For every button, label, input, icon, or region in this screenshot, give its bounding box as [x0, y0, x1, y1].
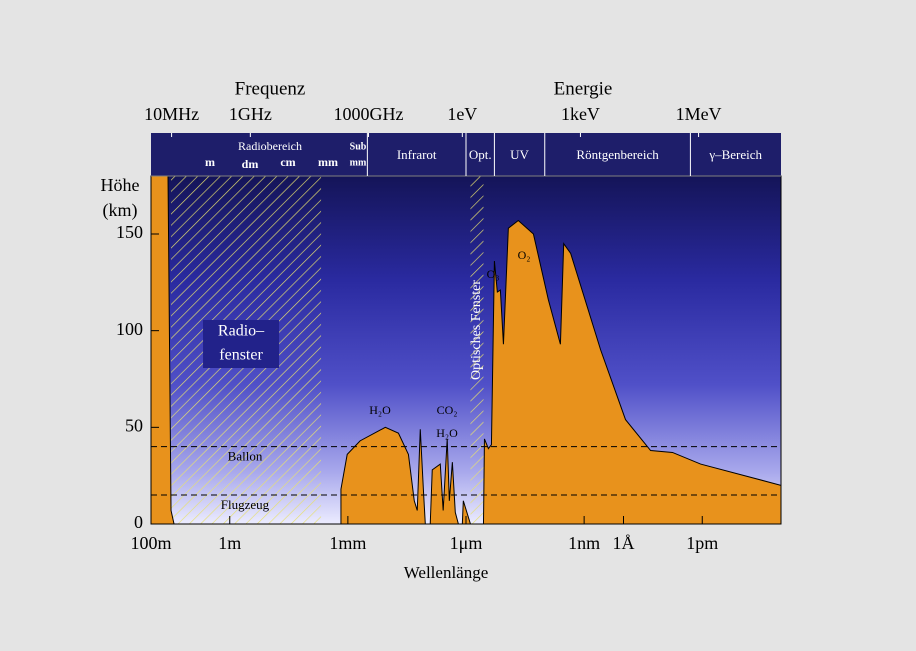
x-tick-label: 100m	[130, 533, 171, 553]
band-sublabel: m	[205, 155, 215, 169]
band-label: Opt.	[469, 147, 492, 162]
annotation: H₂O	[369, 403, 391, 417]
band-sublabel: cm	[280, 155, 295, 169]
top-tick-label: 10MHz	[144, 104, 199, 124]
window-label: Optisches Fenster	[469, 280, 484, 380]
band-label: Röntgenbereich	[576, 147, 659, 162]
window-hatch	[470, 176, 484, 524]
x-tick-label: 1m	[218, 533, 241, 553]
y-tick-label: 50	[125, 415, 143, 435]
y-tick-label: 150	[116, 222, 143, 242]
x-tick-label: 1nm	[568, 533, 600, 553]
top-tick-label: 1000GHz	[333, 104, 403, 124]
y-tick-label: 0	[134, 512, 143, 532]
band-sublabel: mm	[318, 155, 338, 169]
band-label: γ–Bereich	[708, 147, 762, 162]
annotation: O₂	[518, 248, 531, 262]
band-sublabel: dm	[242, 157, 259, 171]
x-axis-title: Wellenlänge	[404, 563, 489, 582]
annotation: CO₂	[437, 403, 458, 417]
y-axis-title: Höhe	[101, 175, 140, 195]
top-axis-title: Energie	[554, 78, 613, 99]
x-tick-label: 1mm	[329, 533, 366, 553]
annotation: H₂O	[436, 426, 458, 440]
top-tick-label: 1keV	[561, 104, 600, 124]
top-tick-label: 1eV	[447, 104, 477, 124]
reference-label: Ballon	[228, 449, 263, 464]
top-tick-label: 1GHz	[229, 104, 272, 124]
y-tick-label: 100	[116, 319, 143, 339]
window-label-box	[203, 320, 280, 368]
band-label: UV	[510, 147, 529, 162]
y-axis-title: (km)	[103, 200, 138, 221]
window-label: fenster	[219, 347, 263, 364]
x-tick-label: 1Å	[613, 533, 635, 553]
x-tick-label: 1pm	[686, 533, 718, 553]
band-label: Radiobereich	[238, 139, 302, 153]
top-tick-label: 1MeV	[676, 104, 722, 124]
altitude-area	[150, 175, 782, 525]
windows	[171, 176, 484, 524]
band-label: Infrarot	[397, 147, 437, 162]
window-label: Radio–	[218, 323, 265, 340]
x-tick-label: 1μm	[450, 533, 483, 553]
annotation: O₃	[487, 267, 500, 281]
top-axis-title: Frequenz	[235, 78, 306, 99]
reference-label: Flugzeug	[221, 497, 270, 512]
band-sublabel: Sub	[350, 141, 367, 152]
band-sublabel: mm	[350, 157, 367, 168]
